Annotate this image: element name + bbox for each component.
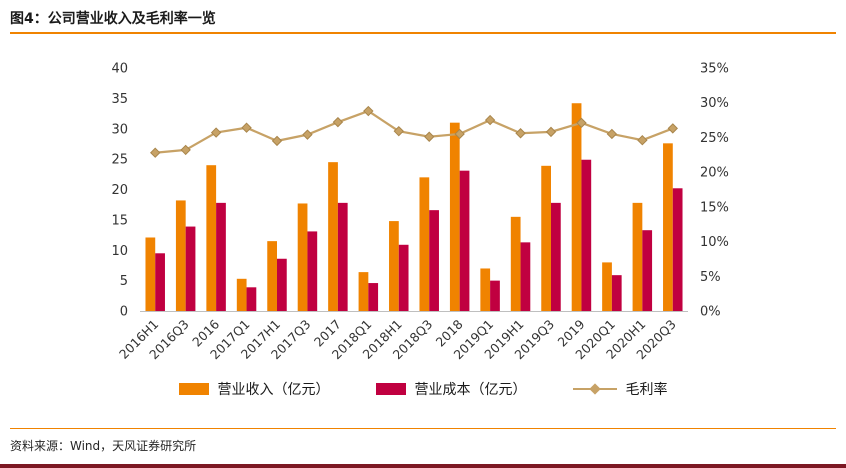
revenue-bar — [480, 268, 491, 311]
revenue-bar — [206, 165, 217, 311]
left-axis-tick: 0 — [120, 305, 128, 320]
margin-marker-diamond-icon — [606, 128, 618, 140]
right-axis-tick: 5% — [700, 270, 721, 285]
margin-marker-diamond-icon — [363, 105, 374, 117]
revenue-bar — [419, 177, 430, 311]
right-axis-tick: 30% — [700, 96, 729, 111]
cost-bar — [277, 258, 287, 311]
revenue-bar — [297, 203, 308, 311]
margin-line — [155, 109, 674, 154]
legend-item-revenue: 营业收入（亿元） — [178, 379, 330, 399]
revenue-bar — [510, 216, 521, 311]
revenue-bar — [541, 165, 551, 311]
left-axis-tick: 40 — [111, 62, 128, 77]
margin-marker-diamond-icon — [424, 131, 435, 142]
cost-bar — [155, 253, 165, 311]
revenue-bar — [358, 272, 369, 311]
margin-diamond-icon — [588, 383, 601, 395]
title-divider — [10, 32, 836, 34]
cost-bar — [551, 202, 561, 311]
revenue-bar — [389, 221, 399, 311]
chart-canvas: 05101520253035400%5%10%15%20%25%30%35%20… — [111, 62, 729, 363]
bottom-accent-bar — [0, 464, 846, 468]
right-axis-tick: 15% — [700, 200, 729, 215]
figure-title: 图4：公司营业收入及毛利率一览 — [10, 11, 216, 27]
cost-bar — [307, 231, 318, 311]
left-axis-tick: 5 — [120, 274, 128, 289]
margin-marker-diamond-icon — [393, 125, 404, 137]
margin-marker-diamond-icon — [150, 147, 161, 158]
margin-marker-diamond-icon — [241, 122, 252, 133]
cost-bar — [459, 170, 470, 311]
margin-marker-diamond-icon — [576, 117, 587, 129]
left-axis-tick: 30 — [111, 122, 128, 137]
left-axis-tick: 15 — [111, 213, 128, 228]
chart-legend: 营业收入（亿元） 营业成本（亿元） 毛利率 — [0, 379, 846, 399]
left-axis-tick: 25 — [111, 153, 128, 168]
cost-bar — [581, 159, 592, 311]
cost-bar — [398, 244, 409, 311]
cost-bar — [672, 188, 683, 311]
margin-marker-diamond-icon — [302, 129, 313, 140]
right-axis-tick: 0% — [700, 305, 721, 320]
right-axis-tick: 20% — [700, 166, 729, 181]
cost-bar — [337, 202, 348, 311]
legend-label-revenue: 营业收入（亿元） — [217, 382, 330, 398]
margin-marker-diamond-icon — [210, 127, 222, 138]
revenue-bar — [663, 143, 673, 311]
cost-bar — [429, 210, 439, 311]
margin-marker-diamond-icon — [271, 135, 283, 147]
right-axis-tick: 35% — [700, 62, 729, 77]
left-axis-tick: 35 — [111, 92, 128, 107]
footer-divider — [10, 428, 836, 429]
legend-item-margin: 毛利率 — [572, 379, 668, 399]
cost-bar — [216, 202, 226, 311]
left-axis-tick: 20 — [111, 183, 128, 198]
revenue-bar — [571, 103, 582, 311]
cost-bar — [611, 275, 622, 311]
revenue-bar — [632, 202, 643, 311]
cost-swatch — [375, 383, 406, 395]
revenue-bar — [328, 162, 338, 311]
revenue-bar — [175, 200, 186, 311]
revenue-bar — [267, 241, 277, 311]
margin-marker-diamond-icon — [637, 134, 648, 146]
cost-bar — [246, 287, 257, 311]
right-axis-tick: 25% — [700, 131, 729, 146]
right-axis-tick: 10% — [700, 235, 729, 250]
left-axis-tick: 10 — [111, 244, 128, 259]
margin-marker-diamond-icon — [545, 126, 557, 138]
margin-marker-diamond-icon — [180, 144, 191, 156]
margin-line-sample — [572, 383, 617, 395]
margin-marker-diamond-icon — [454, 128, 465, 140]
cost-bar — [368, 283, 379, 311]
margin-marker-diamond-icon — [484, 114, 496, 126]
cost-bar — [642, 230, 653, 311]
cost-bar — [520, 242, 531, 311]
margin-marker-diamond-icon — [515, 128, 526, 139]
revenue-bar — [449, 122, 460, 311]
revenue-bar — [236, 278, 247, 311]
revenue-bar — [145, 237, 156, 311]
source-note: 资料来源：Wind，天风证券研究所 — [10, 439, 197, 453]
margin-marker-diamond-icon — [667, 123, 678, 134]
margin-marker-diamond-icon — [332, 116, 344, 128]
legend-label-margin: 毛利率 — [625, 382, 668, 398]
legend-label-cost: 营业成本（亿元） — [414, 382, 527, 398]
cost-bar — [490, 280, 500, 311]
cost-bar — [185, 226, 196, 311]
revenue-bar — [602, 262, 612, 311]
legend-item-cost: 营业成本（亿元） — [375, 379, 527, 399]
revenue-swatch — [178, 383, 209, 395]
